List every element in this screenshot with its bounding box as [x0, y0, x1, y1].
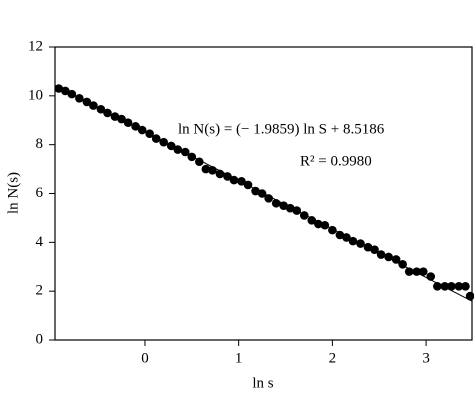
data-point [307, 216, 317, 225]
data-point [320, 220, 330, 230]
data-point [54, 84, 64, 93]
data-point [447, 281, 456, 291]
x-tick-label: 0 [141, 350, 149, 366]
data-point [237, 176, 246, 186]
y-tick-label: 6 [36, 185, 44, 201]
annotation: R² = 0.9980 [300, 153, 372, 169]
data-point [376, 250, 386, 259]
data-point [384, 252, 393, 262]
data-point [145, 129, 154, 138]
y-tick-label: 10 [28, 87, 43, 103]
data-point [264, 194, 273, 203]
data-point [229, 175, 239, 185]
data-point [82, 97, 92, 107]
annotation: ln N(s) = (− 1.9859) ln S + 8.5186 [178, 121, 385, 137]
data-point [342, 233, 351, 242]
data-point [418, 267, 428, 276]
data-point [285, 203, 295, 213]
data-point [215, 169, 225, 179]
data-point [187, 152, 197, 162]
y-tick-label: 12 [28, 38, 43, 54]
y-tick-label: 4 [36, 234, 44, 250]
data-point [465, 291, 474, 301]
data-point [412, 267, 422, 276]
data-point [251, 186, 260, 196]
data-point [391, 255, 401, 264]
data-point [195, 157, 204, 167]
y-tick-label: 2 [36, 283, 44, 299]
data-point [61, 86, 70, 96]
data-point [131, 122, 140, 131]
data-point [117, 114, 126, 124]
data-point [335, 230, 345, 240]
data-point [279, 201, 288, 211]
data-point [103, 108, 112, 118]
data-point [110, 112, 120, 121]
data-point [440, 281, 450, 291]
x-tick-label: 2 [329, 350, 337, 366]
data-point [426, 272, 436, 281]
data-point [75, 93, 84, 103]
x-tick-label: 3 [422, 350, 430, 366]
data-point [96, 104, 106, 114]
data-point [123, 118, 133, 127]
data-point [243, 180, 253, 190]
data-point [257, 189, 267, 198]
data-point [201, 164, 211, 174]
y-tick-label: 8 [36, 136, 44, 152]
data-point [151, 134, 161, 143]
y-tick-label: 0 [36, 331, 44, 347]
data-point [271, 198, 281, 208]
data-point [348, 236, 358, 246]
data-point [370, 245, 379, 254]
x-tick-label: 1 [235, 350, 243, 366]
data-point [137, 125, 147, 135]
data-point [328, 225, 337, 235]
data-point [173, 145, 183, 154]
data-point [166, 141, 176, 151]
data-point [404, 267, 414, 276]
data-point [363, 242, 373, 252]
data-point [180, 147, 190, 157]
x-axis-label: ln s [252, 375, 273, 391]
data-point [299, 211, 309, 220]
data-point [433, 281, 442, 291]
data-point [67, 89, 77, 99]
data-point [461, 281, 470, 291]
data-point [208, 166, 217, 175]
y-axis-label: ln N(s) [5, 172, 21, 214]
data-point [159, 137, 169, 147]
data-point [356, 239, 365, 248]
data-point [314, 219, 323, 229]
data-point [223, 172, 232, 181]
data-point [292, 206, 302, 215]
data-point [398, 260, 407, 269]
data-point [89, 101, 98, 110]
data-point [454, 281, 464, 291]
